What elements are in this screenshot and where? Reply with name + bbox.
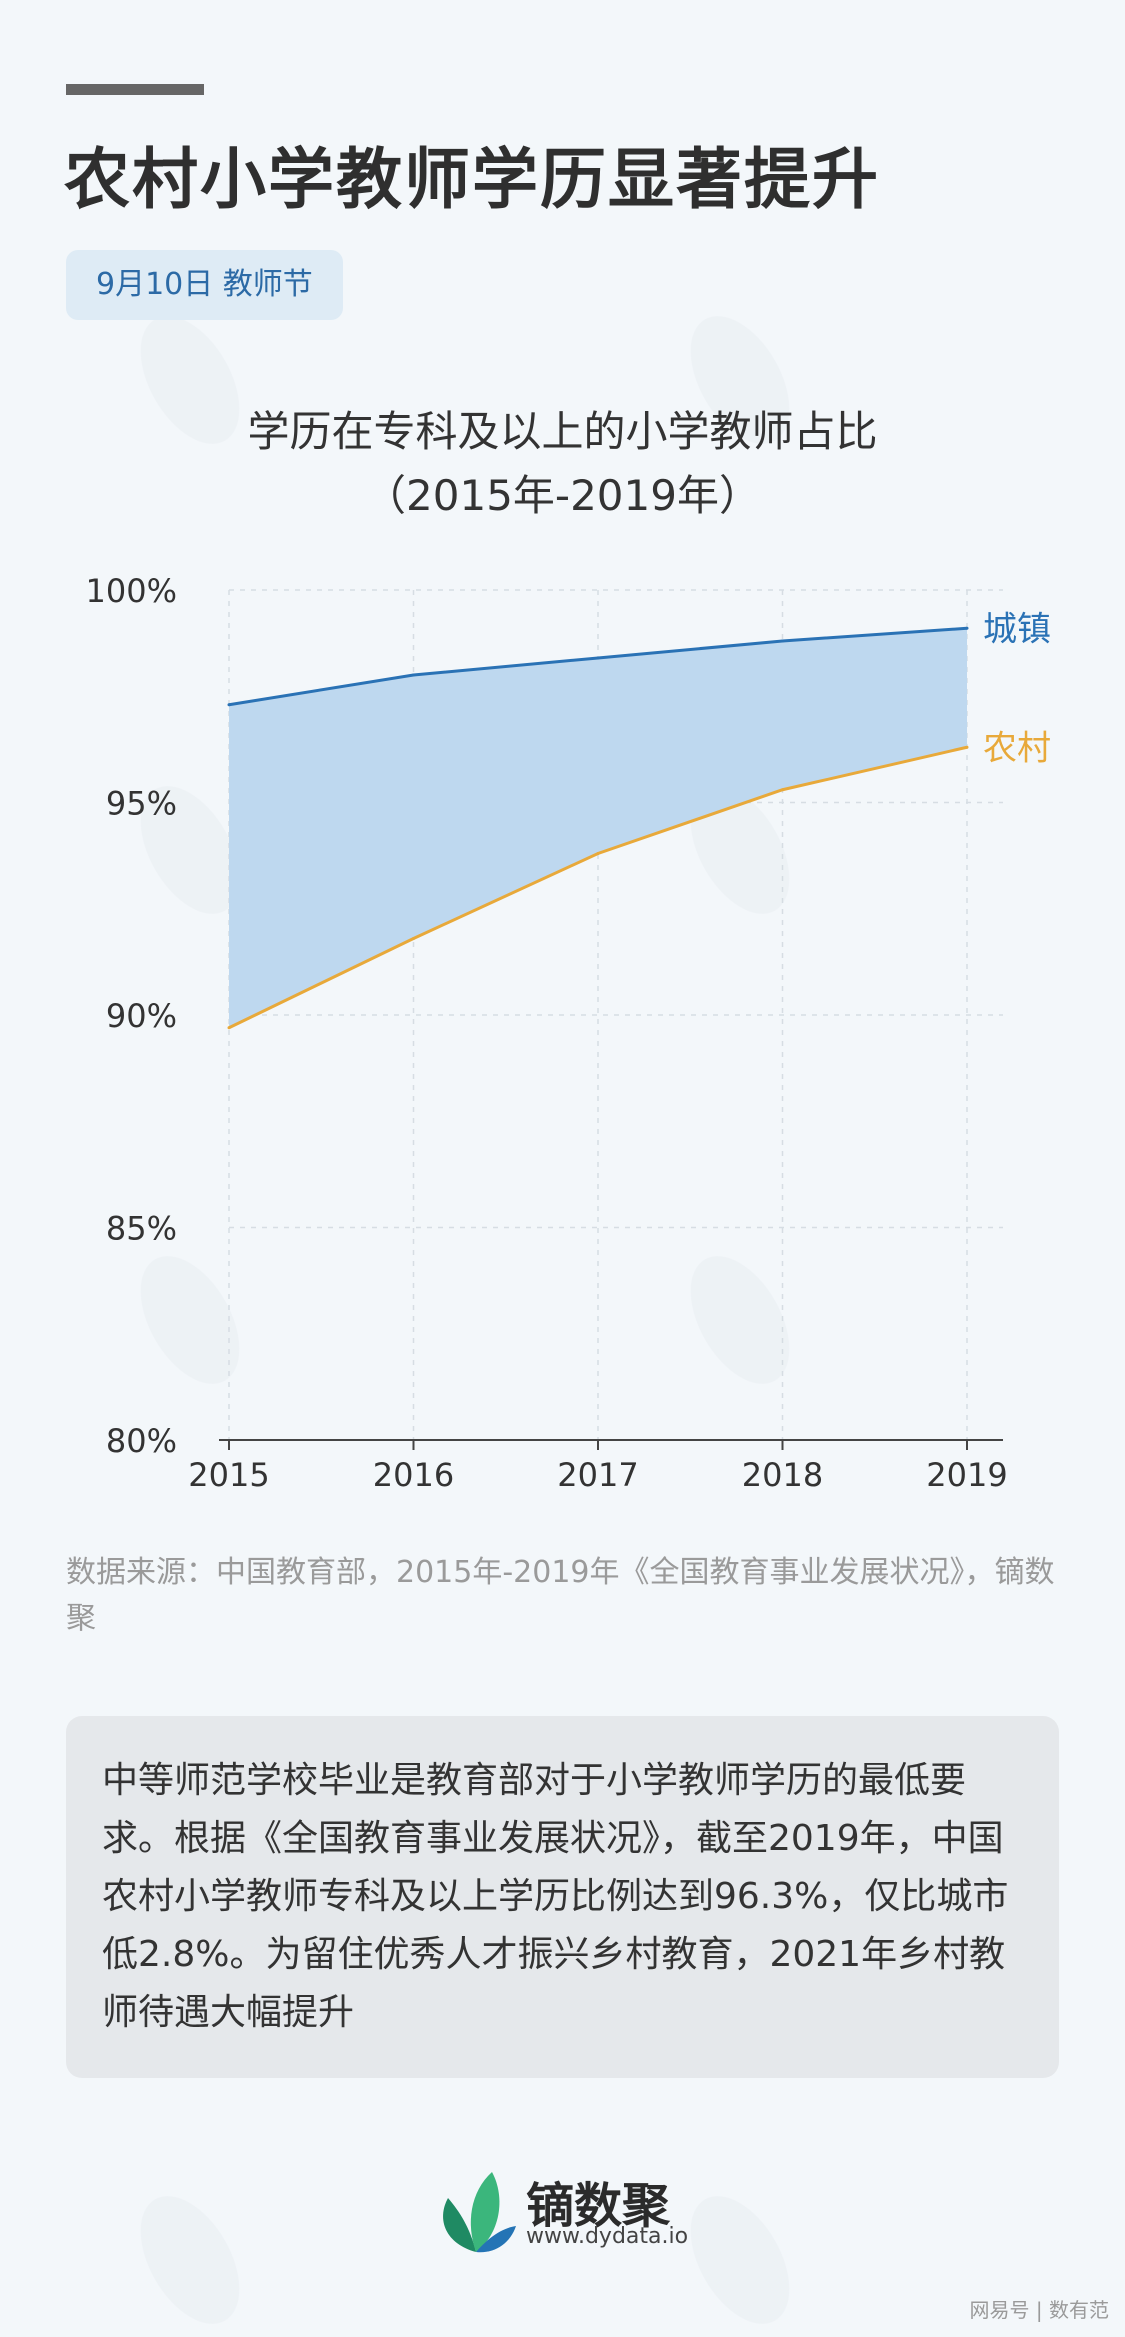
y-axis: 80% 85% 90% 95% 100% (86, 572, 177, 1460)
chart-title: 学历在专科及以上的小学教师占比 (247, 407, 878, 456)
corner-watermark: 网易号 | 数有范 (969, 2298, 1109, 2322)
note-box: 中等师范学校毕业是教育部对于小学教师学历的最低要求。根据《全国教育事业发展状况》… (66, 1716, 1059, 2078)
data-point (596, 656, 600, 660)
data-point (412, 673, 415, 677)
area-between-series (229, 628, 967, 1028)
y-tick-label: 90% (106, 997, 177, 1035)
data-source: 数据来源：中国教育部，2015年-2019年《全国教育事业发展状况》，镝数聚 (66, 1555, 1055, 1636)
brand-name: 镝数聚 (526, 2178, 671, 2234)
y-tick-label: 95% (106, 785, 177, 823)
brand-logo: 镝数聚 www.dydata.io (436, 2166, 696, 2256)
x-tick-label: 2016 (373, 1456, 454, 1494)
data-point (227, 703, 231, 707)
data-point (781, 788, 784, 792)
title-accent-bar (66, 84, 204, 95)
series-lines (227, 626, 969, 1030)
leaf-logo-icon (443, 2172, 516, 2253)
x-axis: 2015 2016 2017 2018 2019 (188, 1440, 1008, 1494)
data-point (965, 626, 969, 630)
series-label-urban: 城镇 (983, 609, 1051, 649)
data-point (596, 852, 600, 855)
series-label-rural: 农村 (983, 728, 1051, 768)
data-point (227, 1026, 231, 1030)
brand-url: www.dydata.io (526, 2224, 689, 2249)
data-point (965, 745, 969, 749)
date-badge: 9月10日 教师节 (66, 250, 343, 320)
y-tick-label: 85% (106, 1210, 177, 1248)
y-tick-label: 100% (86, 572, 177, 610)
line-area-chart: 80% 85% 90% 95% 100% 2015 2016 2017 2018 2019 城镇… (86, 572, 1051, 1494)
note-text: 中等师范学校毕业是教育部对于小学教师学历的最低要求。根据《全国教育事业发展状况》… (102, 1760, 1009, 2033)
data-point (412, 937, 415, 940)
x-tick-label: 2019 (926, 1456, 1007, 1494)
chart-subtitle: （2015年-2019年） (364, 471, 761, 520)
y-tick-label: 80% (106, 1422, 177, 1460)
page-title: 农村小学教师学历显著提升 (64, 141, 880, 218)
data-point (781, 639, 784, 643)
x-tick-label: 2017 (557, 1456, 638, 1494)
x-tick-label: 2018 (742, 1456, 823, 1494)
x-tick-label: 2015 (188, 1456, 269, 1494)
